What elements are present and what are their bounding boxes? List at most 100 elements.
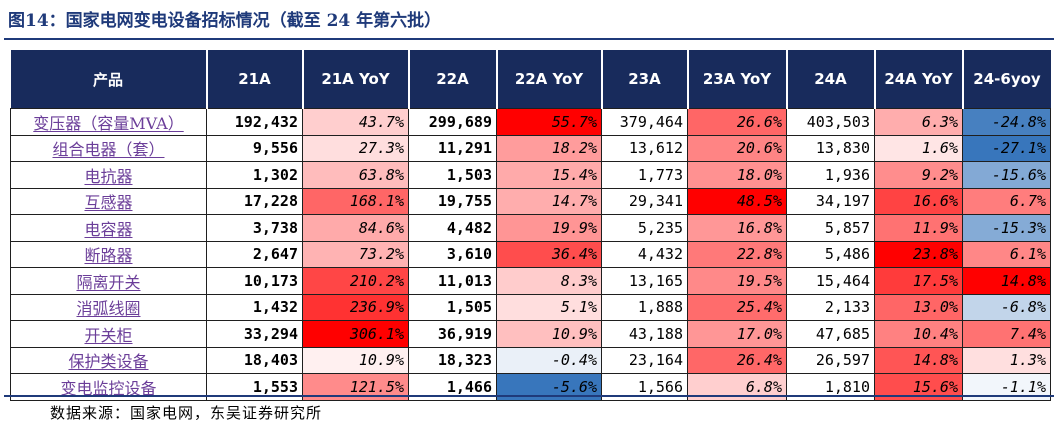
yoy-23a: 16.8% — [687, 214, 787, 242]
product-cell[interactable]: 互感器 — [10, 187, 207, 215]
value-23a: 29,341 — [601, 187, 688, 215]
table-row: 保护类设备 18,403 10.9% 18,323 -0.4% 23,164 26.4% 26… — [10, 346, 1051, 374]
table-row: 组合电器（套） 9,556 27.3% 11,291 18.2% 13,612 20.6% 1… — [10, 134, 1051, 162]
yoy-22a: 55.7% — [496, 108, 602, 136]
yoy-22a: 5.1% — [496, 293, 602, 321]
yoy-21a: 236.9% — [302, 293, 409, 321]
yoy-23a: 19.5% — [687, 267, 787, 295]
header-row: 产品 21A 21A YoY 22A 22A YoY 23A 23A YoY 2… — [10, 50, 1051, 109]
yoy-24-6: 14.8% — [962, 267, 1051, 295]
source-note: 数据来源：国家电网，东吴证券研究所 — [50, 404, 323, 422]
product-cell[interactable]: 断路器 — [10, 240, 207, 268]
yoy-22a: 10.9% — [496, 320, 602, 348]
product-cell[interactable]: 开关柜 — [10, 320, 207, 348]
value-21a: 1,432 — [206, 293, 303, 321]
table-row: 断路器 2,647 73.2% 3,610 36.4% 4,432 22.8% 5,486 23… — [10, 240, 1051, 268]
yoy-23a: 48.5% — [687, 187, 787, 215]
value-24a: 5,857 — [786, 214, 875, 242]
value-22a: 11,291 — [408, 134, 497, 162]
product-cell[interactable]: 消弧线圈 — [10, 293, 207, 321]
yoy-22a: 36.4% — [496, 240, 602, 268]
yoy-22a: 14.7% — [496, 187, 602, 215]
yoy-21a: 168.1% — [302, 187, 409, 215]
yoy-24a: 11.9% — [874, 214, 963, 242]
yoy-22a: 8.3% — [496, 267, 602, 295]
yoy-21a: 63.8% — [302, 161, 409, 189]
header-23a: 23A — [600, 50, 688, 109]
yoy-22a: 15.4% — [496, 161, 602, 189]
yoy-23a: 18.0% — [687, 161, 787, 189]
top-rule — [4, 38, 1054, 40]
yoy-24a: 23.8% — [874, 240, 963, 268]
yoy-22a: 19.9% — [496, 214, 602, 242]
value-23a: 1,773 — [601, 161, 688, 189]
value-21a: 3,738 — [206, 214, 303, 242]
value-21a: 18,403 — [206, 346, 303, 374]
value-22a: 19,755 — [408, 187, 497, 215]
header-22a-yoy: 22A YoY — [495, 50, 602, 109]
table-row: 消弧线圈 1,432 236.9% 1,505 5.1% 1,888 25.4% 2,133 1… — [10, 293, 1051, 321]
value-22a: 11,013 — [408, 267, 497, 295]
value-22a: 1,505 — [408, 293, 497, 321]
yoy-21a: 43.7% — [302, 108, 409, 136]
value-22a: 18,323 — [408, 346, 497, 374]
header-23a-yoy: 23A YoY — [686, 50, 787, 109]
value-24a: 47,685 — [786, 320, 875, 348]
value-23a: 4,432 — [601, 240, 688, 268]
value-24a: 26,597 — [786, 346, 875, 374]
yoy-24a: 14.8% — [874, 346, 963, 374]
yoy-22a: -0.4% — [496, 346, 602, 374]
value-24a: 2,133 — [786, 293, 875, 321]
header-24a-yoy: 24A YoY — [873, 50, 963, 109]
table-row: 开关柜 33,294 306.1% 36,919 10.9% 43,188 17.0% 47,… — [10, 320, 1051, 348]
yoy-24-6: -15.3% — [962, 214, 1051, 242]
yoy-23a: 26.6% — [687, 108, 787, 136]
yoy-21a: 84.6% — [302, 214, 409, 242]
yoy-24a: 1.6% — [874, 134, 963, 162]
value-24a: 403,503 — [786, 108, 875, 136]
value-22a: 299,689 — [408, 108, 497, 136]
yoy-22a: 18.2% — [496, 134, 602, 162]
value-21a: 17,228 — [206, 187, 303, 215]
product-cell[interactable]: 电抗器 — [10, 161, 207, 189]
yoy-24a: 9.2% — [874, 161, 963, 189]
header-22a: 22A — [407, 50, 497, 109]
yoy-24-6: 7.4% — [962, 320, 1051, 348]
value-22a: 1,503 — [408, 161, 497, 189]
value-22a: 3,610 — [408, 240, 497, 268]
yoy-23a: 22.8% — [687, 240, 787, 268]
yoy-21a: 73.2% — [302, 240, 409, 268]
yoy-21a: 27.3% — [302, 134, 409, 162]
value-23a: 5,235 — [601, 214, 688, 242]
header-21a-yoy: 21A YoY — [301, 50, 409, 109]
product-cell[interactable]: 隔离开关 — [10, 267, 207, 295]
product-cell[interactable]: 保护类设备 — [10, 346, 207, 374]
value-24a: 13,830 — [786, 134, 875, 162]
table-row: 电容器 3,738 84.6% 4,482 19.9% 5,235 16.8% 5,857 11… — [10, 214, 1051, 242]
value-22a: 4,482 — [408, 214, 497, 242]
table-row: 隔离开关 10,173 210.2% 11,013 8.3% 13,165 19.5% 15,… — [10, 267, 1051, 295]
value-23a: 1,888 — [601, 293, 688, 321]
yoy-23a: 26.4% — [687, 346, 787, 374]
product-cell[interactable]: 组合电器（套） — [10, 134, 207, 162]
value-21a: 9,556 — [206, 134, 303, 162]
yoy-24-6: 1.3% — [962, 346, 1051, 374]
bottom-rule — [4, 395, 1054, 397]
bidding-table: 产品 21A 21A YoY 22A 22A YoY 23A 23A YoY 2… — [10, 50, 1051, 401]
yoy-23a: 17.0% — [687, 320, 787, 348]
yoy-24a: 17.5% — [874, 267, 963, 295]
yoy-21a: 210.2% — [302, 267, 409, 295]
header-24-6yoy: 24-6yoy — [961, 50, 1051, 109]
value-23a: 379,464 — [601, 108, 688, 136]
value-23a: 13,165 — [601, 267, 688, 295]
table-row: 变压器（容量MVA） 192,432 43.7% 299,689 55.7% 379,46… — [10, 108, 1051, 136]
header-21a: 21A — [205, 50, 303, 109]
figure-title: 图14：国家电网变电设备招标情况（截至 24 年第六批） — [8, 11, 442, 31]
value-21a: 2,647 — [206, 240, 303, 268]
product-cell[interactable]: 电容器 — [10, 214, 207, 242]
yoy-21a: 306.1% — [302, 320, 409, 348]
value-21a: 192,432 — [206, 108, 303, 136]
product-cell[interactable]: 变压器（容量MVA） — [10, 108, 207, 136]
header-24a: 24A — [785, 50, 875, 109]
yoy-24a: 6.3% — [874, 108, 963, 136]
